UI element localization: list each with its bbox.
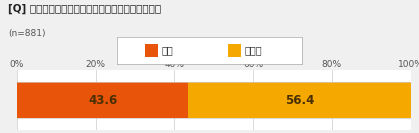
Text: いいえ: いいえ xyxy=(245,45,262,56)
Text: (n=881): (n=881) xyxy=(8,29,46,38)
Text: 56.4: 56.4 xyxy=(285,94,314,107)
Bar xyxy=(228,44,241,57)
Bar xyxy=(189,82,411,118)
Text: [Q] 今年のお正月は、「正月太り」をしましたか？: [Q] 今年のお正月は、「正月太り」をしましたか？ xyxy=(8,4,161,14)
Bar xyxy=(17,82,189,118)
Text: はい: はい xyxy=(162,45,173,56)
Text: 43.6: 43.6 xyxy=(88,94,117,107)
Bar xyxy=(145,44,158,57)
